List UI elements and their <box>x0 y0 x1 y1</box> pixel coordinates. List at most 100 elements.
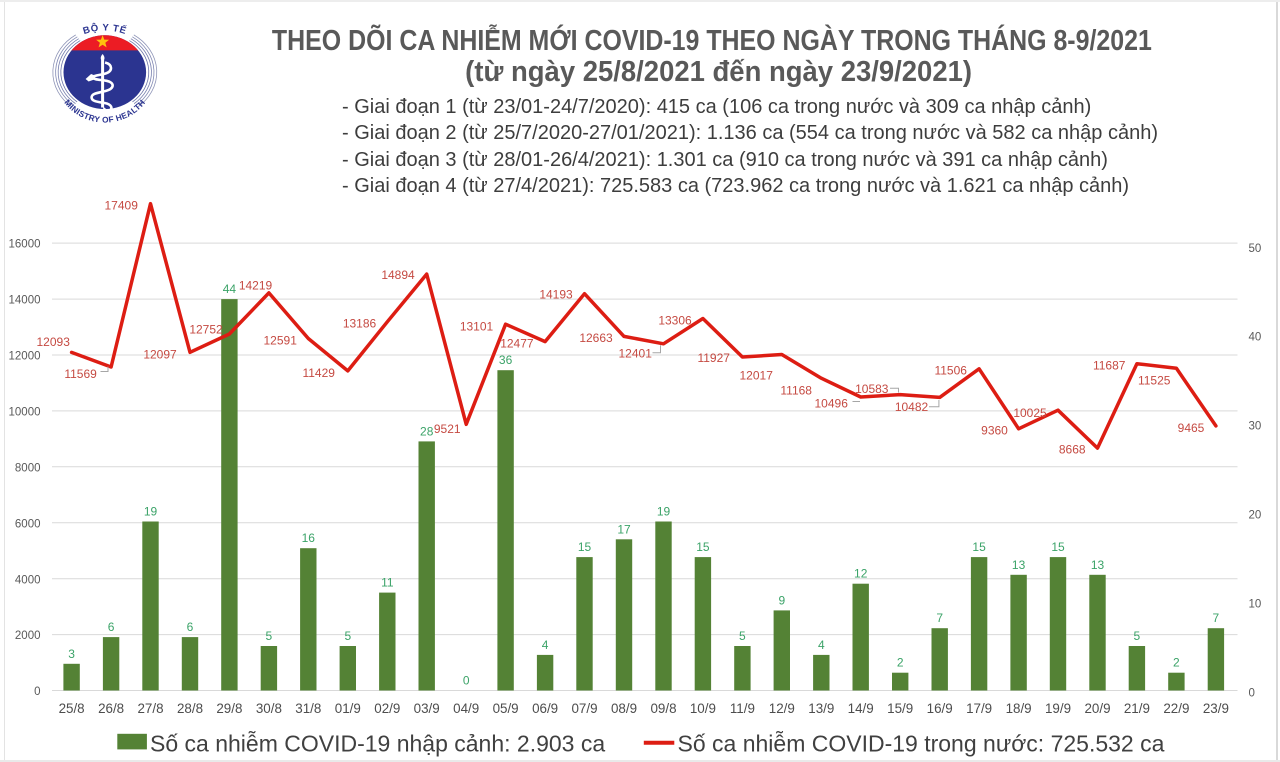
svg-text:5: 5 <box>266 629 273 643</box>
svg-text:2: 2 <box>1173 656 1180 670</box>
svg-text:13/9: 13/9 <box>808 701 834 716</box>
svg-text:10000: 10000 <box>9 407 41 419</box>
svg-text:5: 5 <box>1134 629 1141 643</box>
svg-text:7: 7 <box>936 611 943 625</box>
svg-text:2: 2 <box>897 656 904 670</box>
svg-text:13306: 13306 <box>658 313 692 327</box>
svg-text:0: 0 <box>1249 688 1255 700</box>
svg-text:12097: 12097 <box>143 347 177 361</box>
svg-text:5: 5 <box>344 629 351 643</box>
svg-text:11525: 11525 <box>1138 373 1171 387</box>
svg-text:13: 13 <box>1091 558 1105 572</box>
svg-text:6: 6 <box>187 620 194 634</box>
svg-text:21/9: 21/9 <box>1124 701 1150 716</box>
svg-text:5: 5 <box>739 629 746 643</box>
svg-text:14000: 14000 <box>9 295 41 307</box>
svg-text:6000: 6000 <box>15 518 41 530</box>
svg-text:20: 20 <box>1249 510 1262 522</box>
svg-text:4: 4 <box>542 638 549 652</box>
svg-text:11: 11 <box>381 576 394 590</box>
svg-text:15: 15 <box>578 540 592 554</box>
svg-text:16/9: 16/9 <box>927 701 953 716</box>
svg-text:12000: 12000 <box>9 351 41 363</box>
svg-text:25/8: 25/8 <box>59 701 85 716</box>
svg-text:15: 15 <box>972 540 986 554</box>
svg-text:Số ca nhiễm COVID-19 trong nướ: Số ca nhiễm COVID-19 trong nước: 725.532… <box>678 731 1165 757</box>
svg-text:19: 19 <box>144 505 158 519</box>
svg-text:9: 9 <box>778 593 785 607</box>
svg-text:2000: 2000 <box>15 630 41 642</box>
svg-text:15: 15 <box>696 540 710 554</box>
svg-text:11687: 11687 <box>1093 358 1126 372</box>
svg-text:14193: 14193 <box>539 287 573 301</box>
svg-text:06/9: 06/9 <box>532 701 558 716</box>
svg-text:23/9: 23/9 <box>1203 701 1229 716</box>
svg-text:19: 19 <box>657 505 671 519</box>
svg-text:31/8: 31/8 <box>295 701 321 716</box>
svg-text:03/9: 03/9 <box>414 701 440 716</box>
svg-text:Số ca nhiễm COVID-19 nhập cảnh: Số ca nhiễm COVID-19 nhập cảnh: 2.903 ca <box>150 731 605 757</box>
svg-text:11/9: 11/9 <box>730 701 755 716</box>
svg-text:7: 7 <box>1213 611 1220 625</box>
svg-text:30/8: 30/8 <box>256 701 282 716</box>
svg-text:01/9: 01/9 <box>335 701 361 716</box>
svg-text:07/9: 07/9 <box>571 701 597 716</box>
svg-text:13: 13 <box>1012 558 1026 572</box>
svg-text:9521: 9521 <box>434 422 461 436</box>
svg-text:19/9: 19/9 <box>1045 701 1071 716</box>
svg-text:9360: 9360 <box>981 423 1008 437</box>
svg-text:16000: 16000 <box>9 239 41 251</box>
svg-text:22/9: 22/9 <box>1163 701 1189 716</box>
svg-text:36: 36 <box>499 353 513 367</box>
svg-text:8000: 8000 <box>15 462 41 474</box>
svg-text:08/9: 08/9 <box>611 701 637 716</box>
svg-text:11569: 11569 <box>64 367 97 381</box>
svg-text:12017: 12017 <box>740 368 774 382</box>
svg-text:11927: 11927 <box>697 351 730 365</box>
svg-text:27/8: 27/8 <box>137 701 163 716</box>
svg-text:BỘ Y TẾ: BỘ Y TẾ <box>82 22 128 37</box>
svg-text:6: 6 <box>108 620 115 634</box>
svg-text:9465: 9465 <box>1178 421 1205 435</box>
svg-text:0: 0 <box>34 686 40 698</box>
svg-text:44: 44 <box>223 282 237 296</box>
svg-text:05/9: 05/9 <box>493 701 519 716</box>
svg-text:20/9: 20/9 <box>1084 701 1110 716</box>
svg-text:12477: 12477 <box>500 336 534 350</box>
svg-text:30: 30 <box>1249 421 1262 433</box>
svg-text:17: 17 <box>617 522 631 536</box>
svg-text:12591: 12591 <box>264 333 298 347</box>
svg-text:10025: 10025 <box>1013 406 1047 420</box>
svg-text:0: 0 <box>463 674 470 688</box>
svg-text:10583: 10583 <box>855 382 889 396</box>
svg-text:13101: 13101 <box>460 319 494 333</box>
svg-text:15: 15 <box>1051 540 1065 554</box>
svg-text:3: 3 <box>68 647 75 661</box>
svg-text:12/9: 12/9 <box>769 701 795 716</box>
svg-text:14/9: 14/9 <box>848 701 874 716</box>
svg-text:10/9: 10/9 <box>690 701 716 716</box>
svg-text:12663: 12663 <box>579 331 613 345</box>
svg-text:26/8: 26/8 <box>98 701 124 716</box>
svg-text:12401: 12401 <box>619 347 653 361</box>
svg-text:4000: 4000 <box>15 574 41 586</box>
svg-text:28/8: 28/8 <box>177 701 203 716</box>
svg-text:11168: 11168 <box>780 383 812 397</box>
svg-text:14894: 14894 <box>381 268 415 282</box>
svg-text:12752: 12752 <box>189 322 223 336</box>
svg-text:04/9: 04/9 <box>453 701 479 716</box>
svg-text:16: 16 <box>302 531 316 545</box>
svg-text:28: 28 <box>420 424 434 438</box>
svg-text:40: 40 <box>1249 332 1262 344</box>
svg-text:13186: 13186 <box>343 317 377 331</box>
svg-text:11506: 11506 <box>934 363 967 377</box>
svg-text:18/9: 18/9 <box>1006 701 1032 716</box>
svg-text:29/8: 29/8 <box>216 701 242 716</box>
svg-text:10482: 10482 <box>895 400 929 414</box>
svg-text:17409: 17409 <box>105 198 139 212</box>
svg-text:14219: 14219 <box>239 278 273 292</box>
svg-text:12093: 12093 <box>37 335 71 349</box>
svg-text:12: 12 <box>854 567 868 581</box>
svg-text:4: 4 <box>818 638 825 652</box>
svg-text:15/9: 15/9 <box>887 701 913 716</box>
